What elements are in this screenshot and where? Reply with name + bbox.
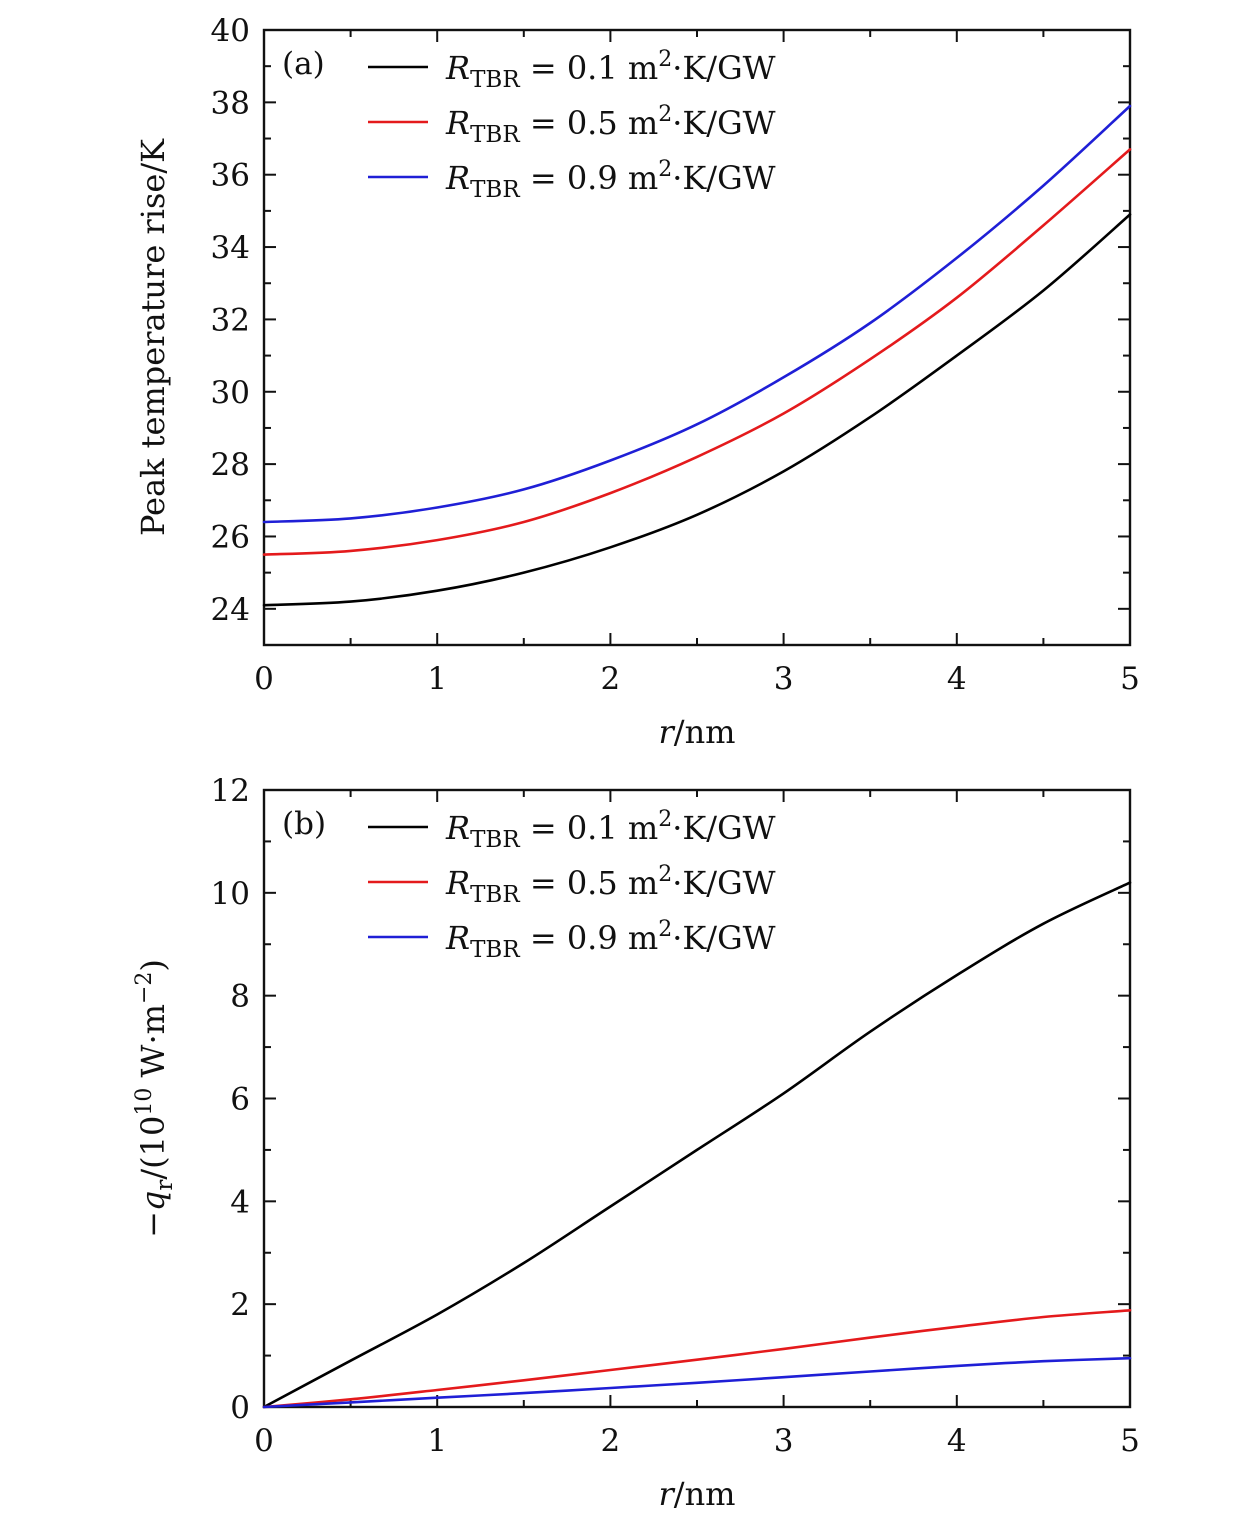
y-axis-minus: −: [134, 1211, 172, 1238]
legend-symbol: R: [445, 864, 470, 902]
panel-b-legend-entry-2: RTBR = 0.5 m2·K/GW: [445, 862, 776, 908]
panel-b-y-tick-label: 10: [211, 876, 250, 912]
legend-value: = 0.9 m: [520, 159, 659, 197]
panel-b-series-1-line: [262, 881, 1132, 1409]
panel-b-x-axis-title: r/nm: [658, 1475, 735, 1513]
legend-symbol: R: [445, 159, 470, 197]
panel-a-x-tick-label: 3: [774, 661, 794, 697]
x-axis-unit: /nm: [674, 1475, 736, 1513]
y-axis-subscript: r: [152, 1180, 178, 1191]
panel-a-legend-entry-2: RTBR = 0.5 m2·K/GW: [445, 102, 776, 148]
legend-subscript: TBR: [470, 67, 520, 93]
panel-a-x-tick-label: 5: [1120, 661, 1140, 697]
x-axis-variable: r: [658, 713, 675, 751]
panel-b-panel-label: (b): [282, 806, 326, 842]
panel-b-y-tick-label: 2: [230, 1287, 250, 1323]
panel-b-x-tick-label: 2: [601, 1423, 621, 1459]
legend-symbol: R: [445, 49, 470, 87]
y-axis-scale: /(10: [134, 1116, 172, 1180]
panel-a-legend-entry-3: RTBR = 0.9 m2·K/GW: [445, 157, 776, 203]
legend-value: = 0.5 m: [520, 104, 659, 142]
panel-a-x-tick-label: 0: [254, 661, 274, 697]
panel-a-y-tick-label: 26: [211, 519, 250, 555]
panel-b-legend-entry-3: RTBR = 0.9 m2·K/GW: [445, 917, 776, 963]
panel-b-x-tick-label: 1: [427, 1423, 447, 1459]
legend-subscript: TBR: [470, 882, 520, 908]
panel-a-y-tick-label: 34: [211, 230, 250, 266]
panel-b-legend-entry-1: RTBR = 0.1 m2·K/GW: [445, 807, 776, 853]
panel-a-x-tick-label: 2: [601, 661, 621, 697]
panel-a-y-axis-title: Peak temperature rise/K: [134, 138, 172, 536]
x-axis-variable: r: [658, 1475, 675, 1513]
panel-a-series-1-line: [262, 213, 1132, 607]
panel-a-panel-label: (a): [282, 46, 325, 82]
panel-a-y-tick-label: 32: [211, 302, 250, 338]
legend-superscript: 2: [658, 102, 672, 127]
legend-unit: ·K/GW: [672, 104, 775, 142]
panel-a-y-tick-label: 38: [211, 85, 250, 121]
legend-unit: ·K/GW: [672, 809, 775, 847]
legend-superscript: 2: [658, 47, 672, 72]
panel-a-legend-entry-1: RTBR = 0.1 m2·K/GW: [445, 47, 776, 93]
y-axis-unit: W·m: [134, 1004, 172, 1088]
panel-b-series-2-line: [262, 1309, 1132, 1409]
panel-a-y-tick-label: 30: [211, 375, 250, 411]
y-axis-variable: q: [134, 1191, 172, 1211]
panel-a-y-tick-label: 40: [211, 13, 250, 49]
x-axis-unit: /nm: [674, 713, 736, 751]
legend-subscript: TBR: [470, 827, 520, 853]
y-axis-close-paren: ): [134, 959, 172, 971]
legend-value: = 0.9 m: [520, 919, 659, 957]
legend-value: = 0.1 m: [520, 809, 659, 847]
panel-a-x-tick-label: 4: [947, 661, 967, 697]
legend-unit: ·K/GW: [672, 864, 775, 902]
panel-b-y-tick-label: 4: [230, 1184, 250, 1220]
legend-unit: ·K/GW: [672, 919, 775, 957]
legend-unit: ·K/GW: [672, 49, 775, 87]
legend-superscript: 2: [658, 862, 672, 887]
panel-b-y-tick-label: 6: [230, 1082, 250, 1118]
legend-value: = 0.5 m: [520, 864, 659, 902]
panel-a-y-tick-label: 36: [211, 158, 250, 194]
panel-b-y-tick-label: 12: [211, 773, 250, 809]
legend-superscript: 2: [658, 917, 672, 942]
legend-unit: ·K/GW: [672, 159, 775, 197]
panel-a-y-tick-label: 24: [211, 592, 250, 628]
panel-b-x-tick-label: 4: [947, 1423, 967, 1459]
panel-b-x-tick-label: 0: [254, 1423, 274, 1459]
panel-b-y-axis-title: −qr/(1010 W·m−2): [132, 959, 178, 1238]
panel-b-x-tick-label: 3: [774, 1423, 794, 1459]
panel-b-x-tick-label: 5: [1120, 1423, 1140, 1459]
y-axis-unit-exponent: −2: [132, 972, 157, 1004]
panel-b-series-3-line: [262, 1356, 1132, 1409]
panel-a-series-3-line: [262, 104, 1132, 524]
panel-a-series-2-line: [262, 148, 1132, 556]
panel-b-y-tick-label: 8: [230, 979, 250, 1015]
panel-a-x-tick-label: 1: [427, 661, 447, 697]
legend-superscript: 2: [658, 157, 672, 182]
panel-b-y-tick-label: 0: [230, 1390, 250, 1426]
legend-value: = 0.1 m: [520, 49, 659, 87]
legend-symbol: R: [445, 104, 470, 142]
legend-superscript: 2: [658, 807, 672, 832]
panel-a-y-tick-label: 28: [211, 447, 250, 483]
y-axis-exponent: 10: [132, 1088, 157, 1116]
legend-subscript: TBR: [470, 177, 520, 203]
legend-symbol: R: [445, 919, 470, 957]
legend-symbol: R: [445, 809, 470, 847]
legend-subscript: TBR: [470, 937, 520, 963]
legend-subscript: TBR: [470, 122, 520, 148]
panel-a-x-axis-title: r/nm: [658, 713, 735, 751]
